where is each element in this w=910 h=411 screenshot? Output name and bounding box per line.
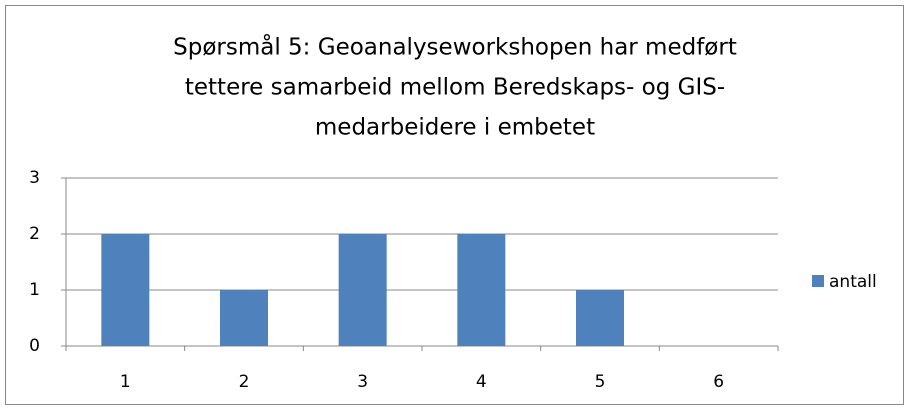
chart-title: tettere samarbeid mellom Beredskaps- og … — [185, 75, 725, 101]
y-tick-label: 3 — [29, 168, 40, 188]
chart-title: medarbeidere i embetet — [315, 115, 595, 141]
bar — [457, 234, 506, 346]
y-tick-label: 2 — [29, 224, 40, 244]
chart-frame — [5, 5, 904, 405]
chart-title: Spørsmål 5: Geoanalyseworkshopen har med… — [173, 33, 737, 61]
bar — [338, 234, 387, 346]
y-tick-label: 0 — [29, 336, 40, 356]
x-tick-label: 6 — [713, 372, 724, 392]
x-tick-label: 5 — [595, 372, 606, 392]
legend-swatch — [812, 275, 824, 287]
x-tick-label: 2 — [239, 372, 250, 392]
bar — [101, 234, 150, 346]
x-tick-label: 3 — [357, 372, 368, 392]
bar — [220, 290, 268, 346]
bar — [576, 290, 624, 346]
legend-label: antall — [829, 272, 877, 292]
y-tick-label: 1 — [29, 280, 40, 300]
x-tick-label: 1 — [120, 372, 131, 392]
x-tick-label: 4 — [476, 372, 487, 392]
